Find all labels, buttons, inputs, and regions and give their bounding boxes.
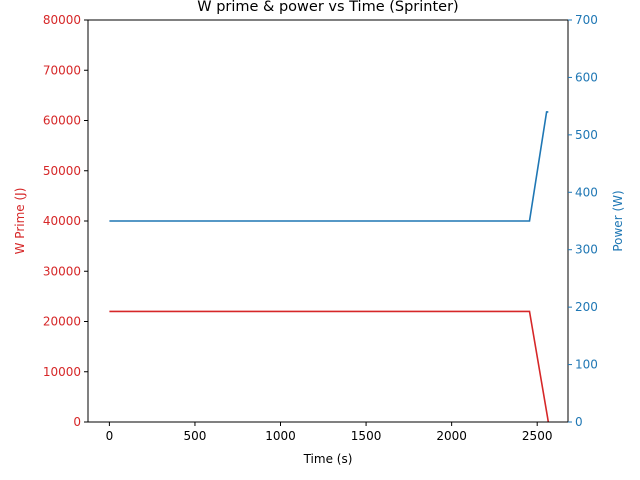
y-axis-right-label: Power (W) <box>611 190 625 251</box>
y-axis-left: 0 10000 20000 30000 40000 50000 60000 70000 8000… <box>43 13 88 429</box>
x-tick-label: 1500 <box>351 429 382 443</box>
x-tick-label: 2500 <box>522 429 553 443</box>
y-right-tick-label: 300 <box>575 243 598 257</box>
y-left-tick-label: 30000 <box>43 264 81 278</box>
y-left-tick-label: 70000 <box>43 63 81 77</box>
chart-title: W prime & power vs Time (Sprinter) <box>197 0 458 15</box>
y-left-tick-label: 50000 <box>43 164 81 178</box>
y-right-tick-label: 200 <box>575 300 598 314</box>
y-left-tick-label: 80000 <box>43 13 81 27</box>
y-left-tick-label: 40000 <box>43 214 81 228</box>
y-left-tick-label: 60000 <box>43 114 81 128</box>
x-tick-label: 1000 <box>265 429 296 443</box>
y-right-tick-label: 700 <box>575 13 598 27</box>
y-right-tick-label: 0 <box>575 415 583 429</box>
y-axis-left-label: W Prime (J) <box>13 188 27 255</box>
x-axis-label: Time (s) <box>303 452 353 466</box>
y-right-tick-label: 100 <box>575 358 598 372</box>
x-tick-label: 2000 <box>436 429 467 443</box>
y-right-tick-label: 400 <box>575 185 598 199</box>
y-right-tick-label: 500 <box>575 128 598 142</box>
x-tick-label: 0 <box>106 429 114 443</box>
w-prime-series-line <box>109 310 550 423</box>
y-left-tick-label: 20000 <box>43 315 81 329</box>
x-axis: 0 500 1000 1500 2000 2500 <box>106 422 553 443</box>
x-tick-label: 500 <box>183 429 206 443</box>
y-left-tick-label: 0 <box>73 415 81 429</box>
power-series-line <box>109 111 549 222</box>
y-axis-right: 0 100 200 300 400 500 600 700 <box>568 13 598 429</box>
plot-area <box>109 111 550 423</box>
y-right-tick-label: 600 <box>575 70 598 84</box>
y-left-tick-label: 10000 <box>43 365 81 379</box>
